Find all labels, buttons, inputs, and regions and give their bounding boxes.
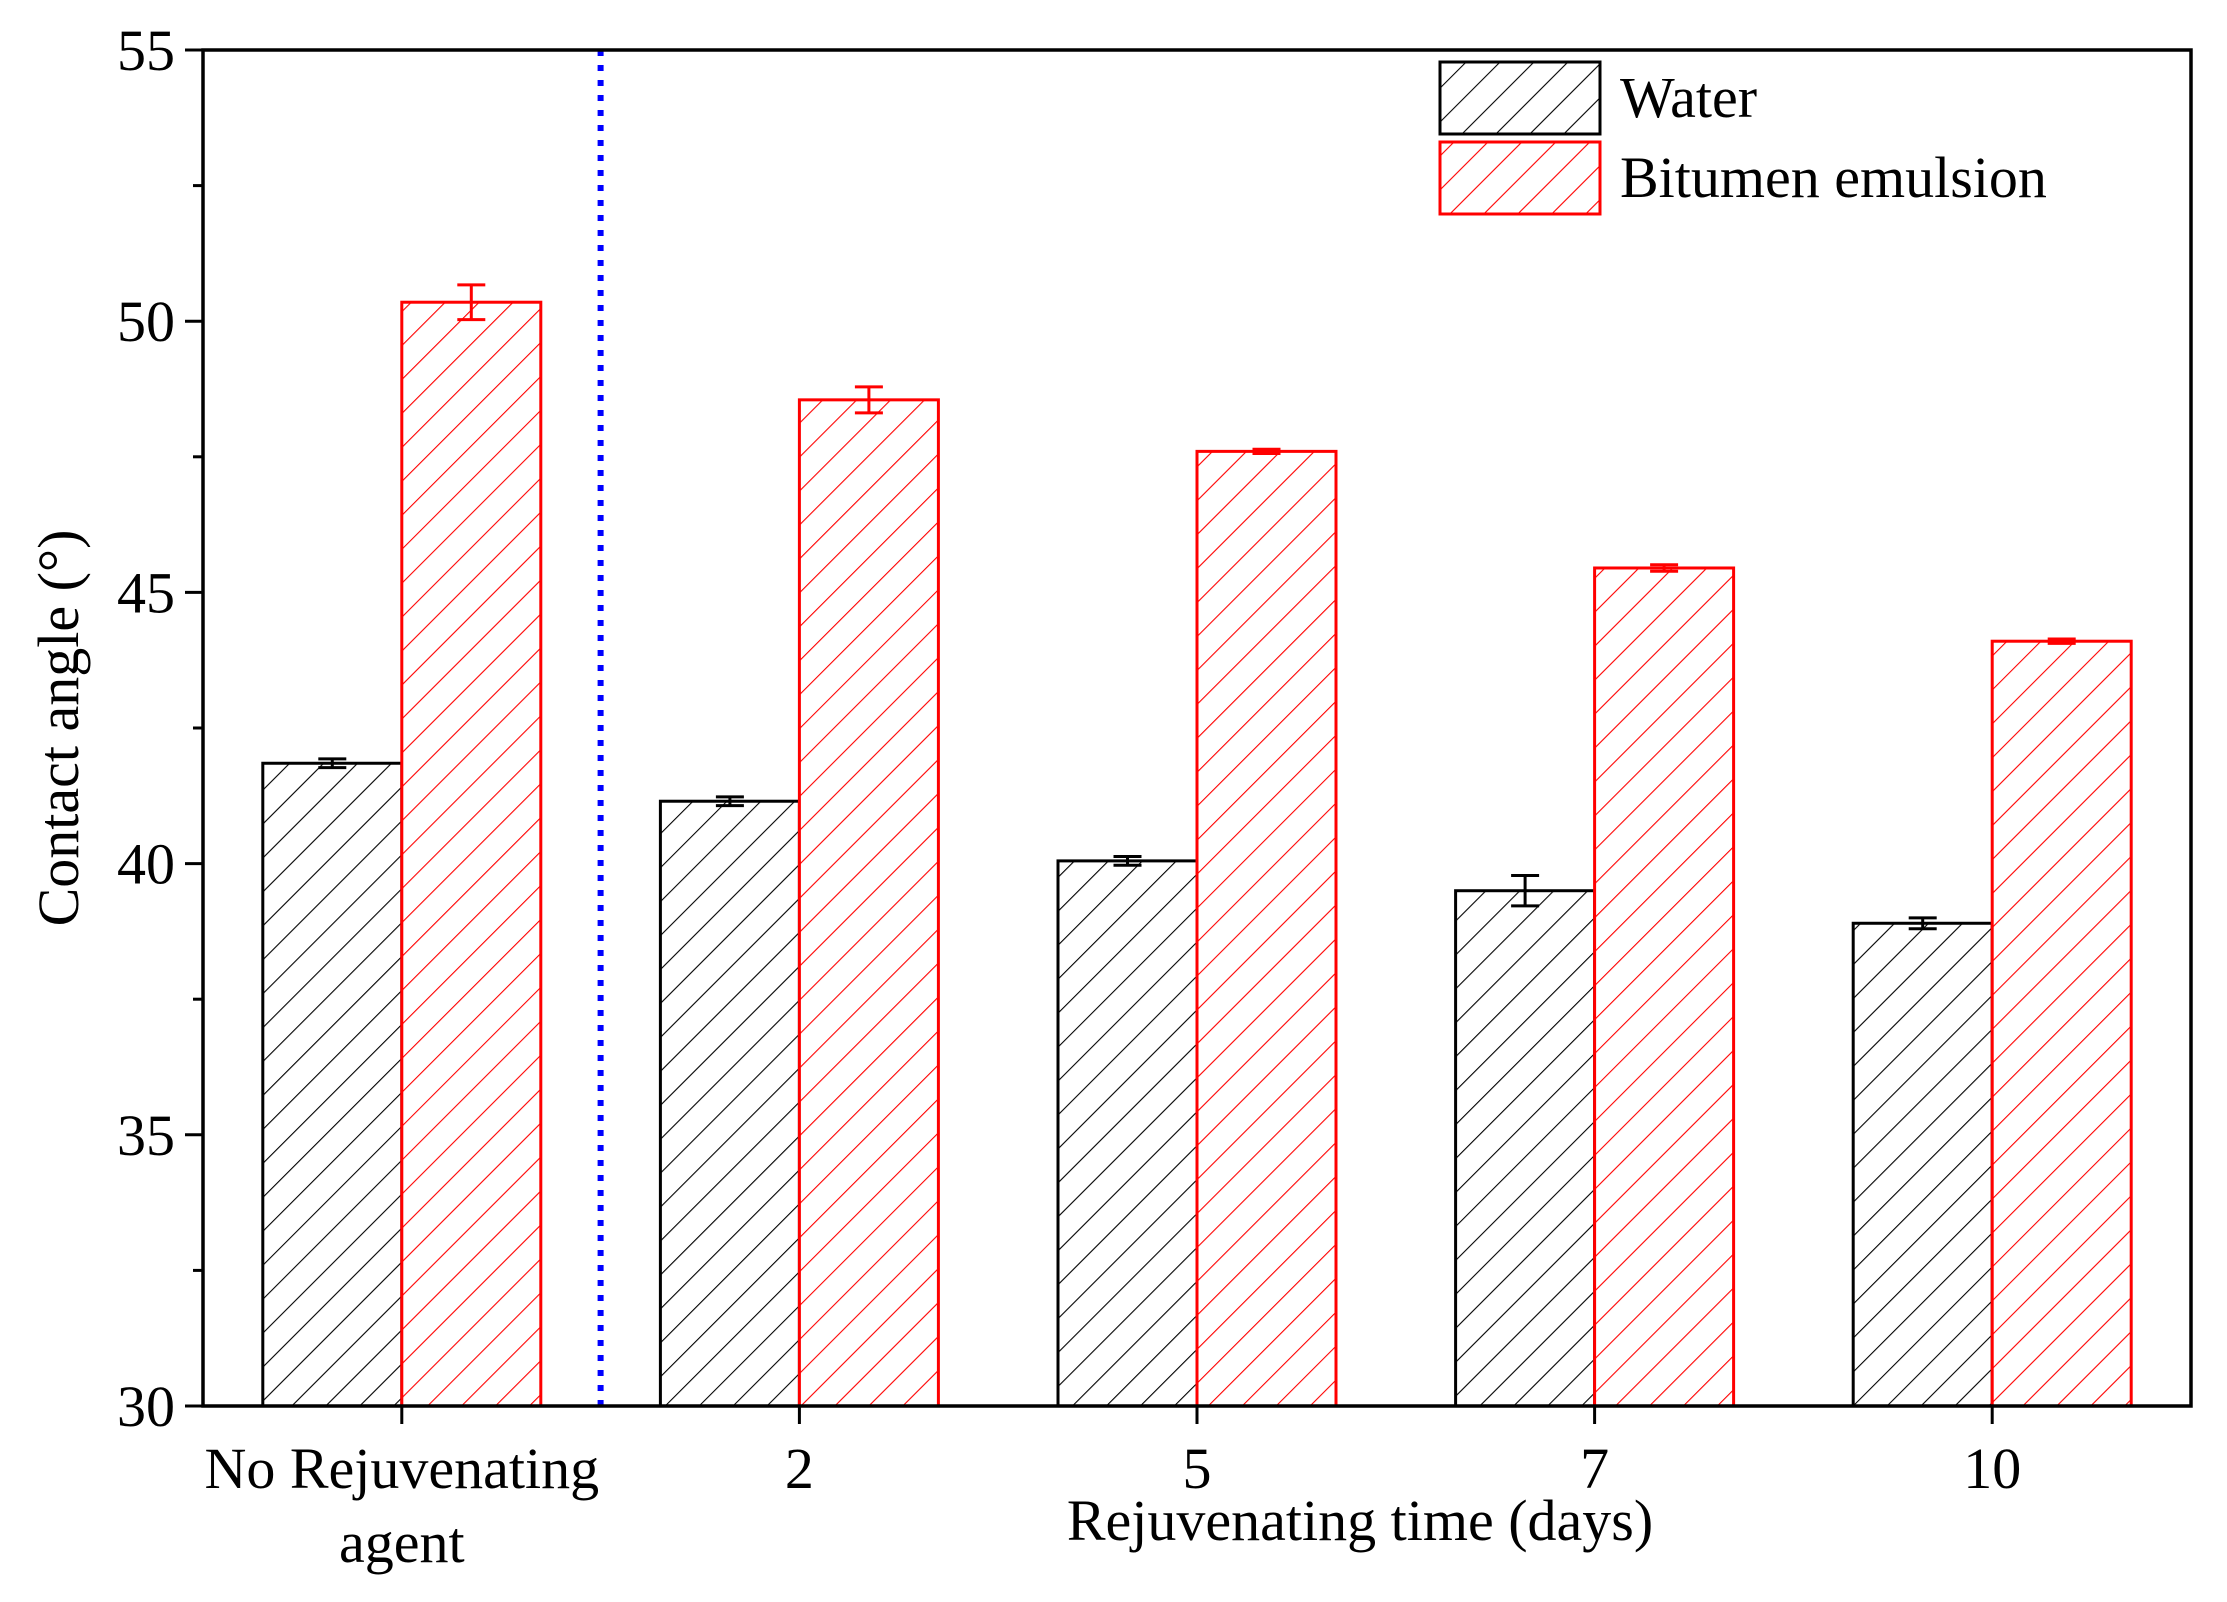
error-bar-bitumen-emulsion-1 [854,385,883,415]
bar-bitumen-emulsion-0 [400,300,543,1408]
y-tick-label: 45 [117,560,175,625]
error-bar-water-4 [1908,916,1937,931]
bar-water-1 [658,799,801,1408]
legend-swatch-bitumen-emulsion [1438,140,1602,216]
bar-water-3 [1454,889,1597,1408]
bar-water-2 [1056,859,1199,1408]
y-axis-title: Contact angle (°) [26,530,91,927]
y-tick-label: 35 [117,1103,175,1168]
error-bar-water-2 [1113,855,1142,867]
bar-bitumen-emulsion-2 [1195,449,1338,1408]
bar-bitumen-emulsion-1 [797,398,940,1408]
y-tick-label: 50 [117,289,175,354]
y-tick-label: 30 [117,1374,175,1439]
x-tick-label: 2 [785,1436,814,1501]
error-bar-bitumen-emulsion-3 [1650,563,1679,573]
x-tick-label: 10 [1963,1436,2021,1501]
bar-bitumen-emulsion-4 [1990,639,2133,1408]
y-tick-label: 55 [117,18,175,83]
bar-water-0 [261,761,404,1408]
x-tick-label: agent [339,1510,465,1575]
error-bar-bitumen-emulsion-0 [457,283,486,322]
error-bar-bitumen-emulsion-2 [1252,447,1281,456]
y-tick-label: 40 [117,832,175,897]
axes-layer: 30 35 40 45 50 55 No Rejuvenating agent 2 5 7 10 [117,18,2193,1575]
x-tick-label: No Rejuvenating [204,1436,599,1501]
bars-layer [261,283,2133,1408]
x-axis-title: Rejuvenating time (days) [1067,1488,1653,1553]
error-bar-water-1 [715,795,744,808]
legend-label-water: Water [1620,65,1757,130]
legend: Water Bitumen emulsion [1438,60,2047,216]
x-tick-label: 7 [1580,1436,1609,1501]
error-bar-water-0 [318,757,347,770]
x-tick-label: 5 [1183,1436,1212,1501]
error-bar-water-3 [1511,874,1540,908]
bar-water-4 [1851,921,1994,1408]
legend-label-bitumen-emulsion: Bitumen emulsion [1620,145,2047,210]
legend-swatch-water [1438,60,1602,136]
bar-bitumen-emulsion-3 [1593,566,1736,1408]
error-bar-bitumen-emulsion-4 [2047,637,2076,645]
